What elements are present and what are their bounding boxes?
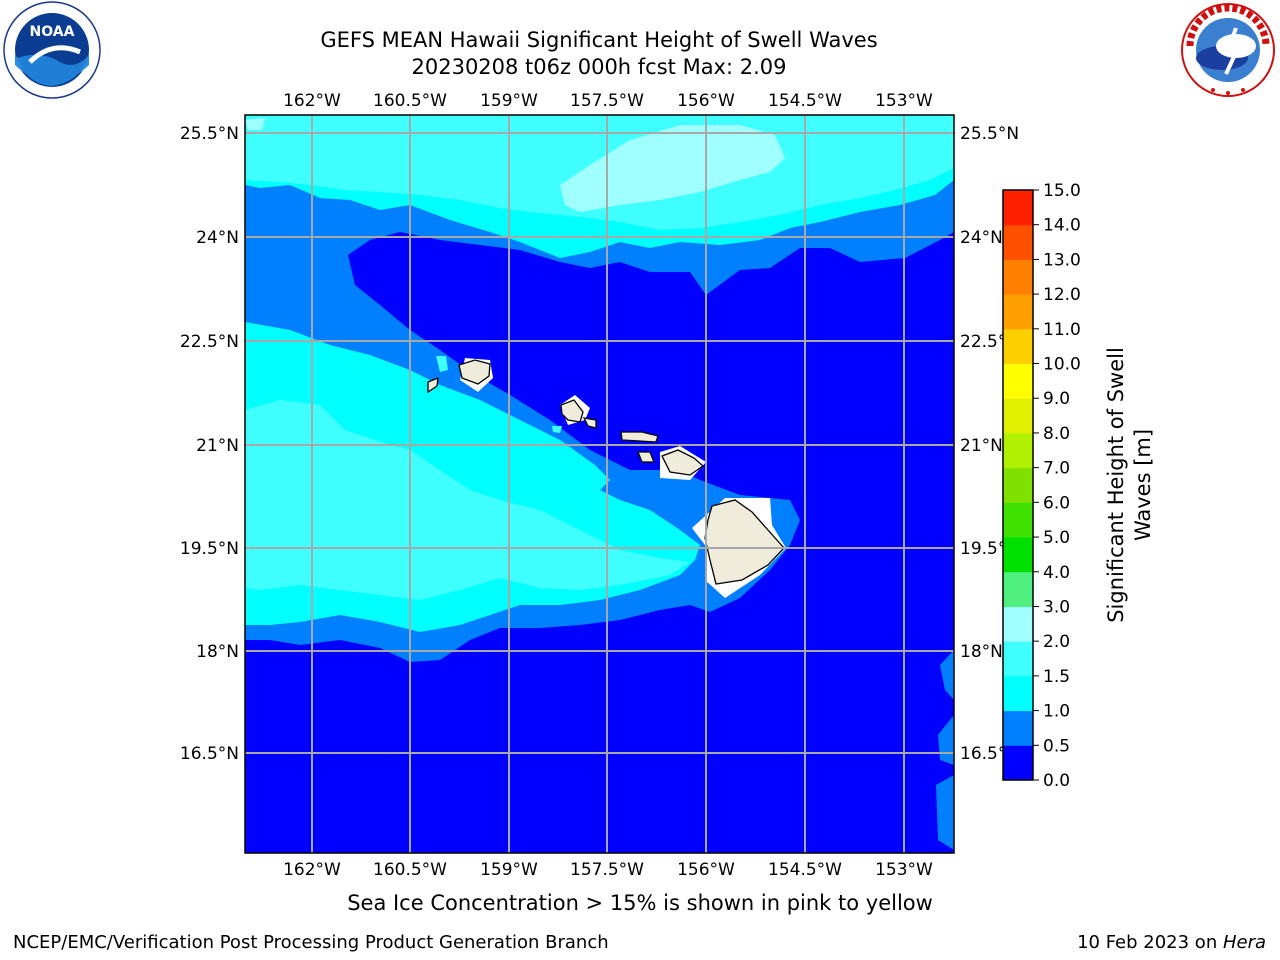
colorbar-ticks: 0.0 0.5 1.0 1.5 2.0 3.0 4.0 5.0 6.0 7.0 8.0 9.0 10.0…	[1033, 181, 1081, 791]
colorbar-segment	[1003, 259, 1033, 295]
lon-label-bottom: 157.5°W	[570, 860, 644, 880]
lon-label-bottom: 159°W	[480, 860, 538, 880]
island-niihau	[427, 376, 439, 394]
colorbar-segment	[1003, 606, 1033, 642]
lon-label-top: 159°W	[480, 91, 538, 111]
footer-date: 10 Feb 2023 on Hera	[1077, 932, 1266, 953]
lon-label-top: 153°W	[875, 91, 933, 111]
colorbar-tick-label: 15.0	[1043, 181, 1081, 201]
band-1.5-2.0-south	[245, 400, 690, 600]
colorbar-segment	[1003, 537, 1033, 573]
colorbar-tick-label: 11.0	[1043, 320, 1081, 340]
colorbar-segment	[1003, 398, 1033, 434]
colorbar-tick-label: 1.0	[1043, 702, 1070, 722]
island-molokai	[620, 431, 659, 443]
colorbar-tick-label: 13.0	[1043, 250, 1081, 270]
colorbar-label-units: Waves [m]	[1131, 429, 1155, 541]
colorbar-tick-label: 0.5	[1043, 736, 1070, 756]
band-2.0-3.0-north	[560, 125, 785, 212]
lon-labels-top: 162°W 160.5°W 159°W 157.5°W 156°W 154.5°…	[283, 91, 933, 111]
noaa-logo-text: NOAA	[30, 24, 75, 40]
colorbar-segment	[1003, 432, 1033, 469]
colorbar-segment	[1003, 467, 1033, 503]
lat-label-right: 24°N	[960, 228, 1003, 248]
colorbar-tick-label: 14.0	[1043, 216, 1081, 236]
colorbar-tick-label: 9.0	[1043, 389, 1070, 409]
lon-label-top: 157.5°W	[570, 91, 644, 111]
lat-label-left: 24°N	[196, 228, 239, 248]
island-lanai	[637, 451, 655, 463]
colorbar-segment	[1003, 571, 1033, 607]
colorbar-segment	[1003, 294, 1033, 330]
lon-labels-bottom: 162°W 160.5°W 159°W 157.5°W 156°W 154.5°…	[283, 860, 933, 880]
colorbar-tick-label: 3.0	[1043, 597, 1070, 617]
colorbar-tick-label: 1.5	[1043, 667, 1070, 687]
swell-field	[245, 115, 954, 853]
colorbar-segment	[1003, 675, 1033, 712]
colorbar-segment	[1003, 745, 1033, 781]
footer-branch: NCEP/EMC/Verification Post Processing Pr…	[13, 932, 609, 953]
lon-label-top: 162°W	[283, 91, 341, 111]
lon-label-bottom: 156°W	[677, 860, 735, 880]
lon-label-bottom: 162°W	[283, 860, 341, 880]
lon-label-bottom: 154.5°W	[768, 860, 842, 880]
island-maui	[661, 449, 705, 476]
colorbar-segment	[1003, 190, 1033, 226]
colorbar-tick-label: 8.0	[1043, 424, 1070, 444]
lat-label-right: 25.5°N	[960, 124, 1019, 144]
footer-host: Hera	[1222, 932, 1266, 953]
colorbar	[1002, 189, 1034, 781]
lat-label-left: 18°N	[196, 642, 239, 662]
lat-labels-left: 25.5°N 24°N 22.5°N 21°N 19.5°N 18°N 16.5…	[180, 124, 239, 764]
chart-title: GEFS MEAN Hawaii Significant Height of S…	[320, 28, 878, 52]
lon-label-top: 160.5°W	[373, 91, 447, 111]
colorbar-tick-label: 10.0	[1043, 355, 1081, 375]
chart-subtitle: 20230208 t06z 000h fcst Max: 2.09	[411, 55, 787, 79]
colorbar-tick-label: 7.0	[1043, 459, 1070, 479]
grid-lines	[245, 115, 954, 853]
colorbar-tick-label: 2.0	[1043, 632, 1070, 652]
lat-label-left: 21°N	[196, 436, 239, 456]
island-kauai	[458, 359, 491, 385]
colorbar-segment	[1003, 363, 1033, 399]
lat-label-left: 16.5°N	[180, 744, 239, 764]
colorbar-tick-label: 12.0	[1043, 285, 1081, 305]
colorbar-segment	[1003, 328, 1033, 365]
colorbar-segment	[1003, 224, 1033, 260]
colorbar-label: Significant Height of Swell	[1104, 347, 1128, 623]
map-frame	[244, 114, 955, 854]
colorbar-segment	[1003, 710, 1033, 746]
lon-label-top: 156°W	[677, 91, 735, 111]
sea-ice-note: Sea Ice Concentration > 15% is shown in …	[347, 891, 933, 915]
island-oahu	[560, 399, 584, 423]
footer-date-text: 10 Feb 2023 on	[1077, 932, 1223, 953]
lat-label-left: 25.5°N	[180, 124, 239, 144]
noaa-logo: NOAA	[0, 0, 104, 100]
lon-label-top: 154.5°W	[768, 91, 842, 111]
colorbar-segment	[1003, 641, 1033, 677]
colorbar-tick-label: 5.0	[1043, 528, 1070, 548]
colorbar-segment	[1003, 502, 1033, 538]
nws-logo	[1178, 0, 1278, 100]
colorbar-tick-label: 4.0	[1043, 563, 1070, 583]
colorbar-tick-label: 6.0	[1043, 493, 1070, 513]
colorbar-tick-label: 0.0	[1043, 771, 1070, 791]
lon-label-bottom: 160.5°W	[373, 860, 447, 880]
colorbar-frame	[1002, 189, 1034, 781]
lon-label-bottom: 153°W	[875, 860, 933, 880]
lat-label-left: 22.5°N	[180, 332, 239, 352]
lat-label-right: 18°N	[960, 642, 1003, 662]
lat-label-right: 21°N	[960, 436, 1003, 456]
lat-label-left: 19.5°N	[180, 539, 239, 559]
